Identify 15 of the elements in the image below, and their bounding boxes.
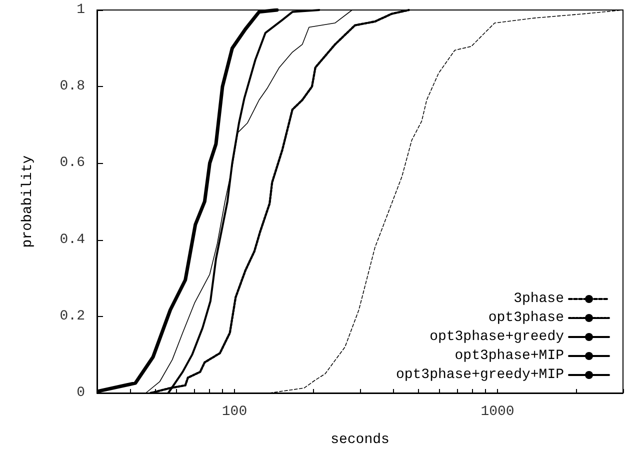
y-axis-title: probability: [20, 155, 36, 248]
y-tick-label: 0: [76, 385, 85, 401]
y-tick-label: 0.4: [60, 232, 85, 248]
x-tick-label: 100: [222, 404, 248, 420]
y-tick-label: 0.8: [60, 78, 85, 95]
legend-label: opt3phase: [488, 310, 564, 326]
y-tick-label: 0.2: [60, 308, 85, 324]
legend-label: opt3phase+MIP: [454, 348, 564, 364]
y-tick-label: 1: [76, 2, 85, 18]
x-tick-label: 1000: [480, 404, 514, 420]
x-axis-title: seconds: [330, 432, 390, 448]
y-tick-label: 0.6: [60, 155, 85, 172]
legend-label: opt3phase+greedy: [430, 329, 564, 345]
legend-label: 3phase: [514, 291, 564, 307]
legend-label: opt3phase+greedy+MIP: [396, 367, 564, 383]
